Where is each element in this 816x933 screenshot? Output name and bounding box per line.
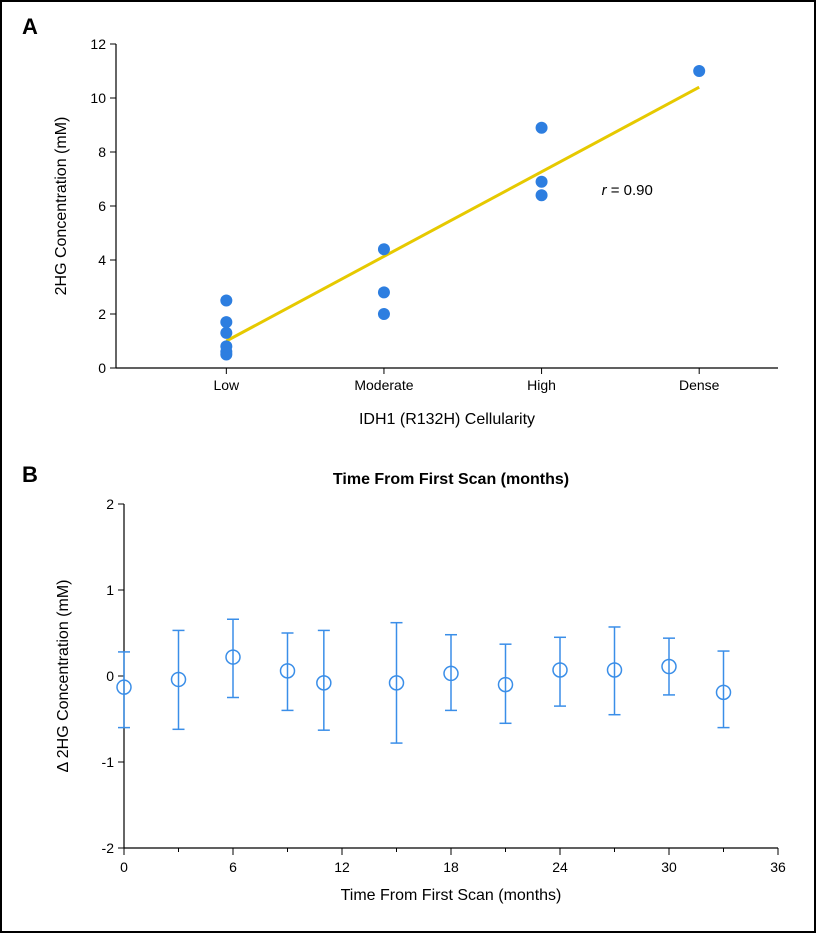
panel-b-xtick: 6: [229, 859, 237, 875]
panel-b-xtick: 0: [120, 859, 128, 875]
panel-b-xlabel: Time From First Scan (months): [341, 887, 562, 904]
panel-a-ytick: 4: [98, 252, 106, 268]
panel-b-xtick: 12: [334, 859, 350, 875]
panel-b-xtick: 24: [552, 859, 568, 875]
panel-a-xtick: High: [527, 377, 556, 393]
panel-a-point: [378, 243, 390, 255]
panel-b-ytick: -2: [102, 840, 115, 856]
panel-b-ytick: 2: [106, 496, 114, 512]
panel-a-ytick: 6: [98, 198, 106, 214]
panel-a-point: [693, 65, 705, 77]
panel-a-point: [536, 189, 548, 201]
panel-b-label: B: [22, 462, 38, 488]
panel-a-ytick: 0: [98, 360, 106, 376]
panel-a-ylabel: 2HG Concentration (mM): [53, 117, 70, 296]
panel-b-ytick: 0: [106, 668, 114, 684]
panel-a-point: [378, 286, 390, 298]
panel-a-ytick: 10: [90, 90, 106, 106]
panel-b-chart: Time From First Scan (months)-2-10120612…: [38, 464, 798, 914]
panel-b-xtick: 36: [770, 859, 786, 875]
panel-a-point: [220, 340, 232, 352]
panel-b-xtick: 30: [661, 859, 677, 875]
panel-a-point: [220, 327, 232, 339]
panel-a-xtick: Moderate: [354, 377, 413, 393]
panel-a-xlabel: IDH1 (R132H) Cellularity: [359, 411, 535, 428]
panel-a-regression-line: [226, 87, 699, 341]
panel-b-ytick: 1: [106, 582, 114, 598]
panel-a-xtick: Dense: [679, 377, 720, 393]
panel-a-ytick: 8: [98, 144, 106, 160]
panel-a-point: [220, 316, 232, 328]
panel-a-xtick: Low: [213, 377, 240, 393]
panel-a-point: [536, 122, 548, 134]
panel-a-r-annotation: r = 0.90: [602, 182, 653, 199]
panel-a-point: [536, 176, 548, 188]
figure-frame: A 024681012LowModerateHighDenseIDH1 (R13…: [0, 0, 816, 933]
panel-b-ytick: -1: [102, 754, 115, 770]
panel-b-ylabel: Δ 2HG Concentration (mM): [55, 580, 72, 773]
panel-a-chart: 0 2 4 6 8 10 12 Low Moderate High Dense IDH1 (R132H…: [38, 18, 798, 438]
panel-a-point: [220, 295, 232, 307]
panel-b-xtick: 18: [443, 859, 459, 875]
panel-b-title: Time From First Scan (months): [333, 471, 569, 488]
panel-a-ytick: 2: [98, 306, 106, 322]
panel-a-point: [378, 308, 390, 320]
panel-a-label: A: [22, 14, 38, 40]
panel-a-ytick: 12: [90, 36, 106, 52]
